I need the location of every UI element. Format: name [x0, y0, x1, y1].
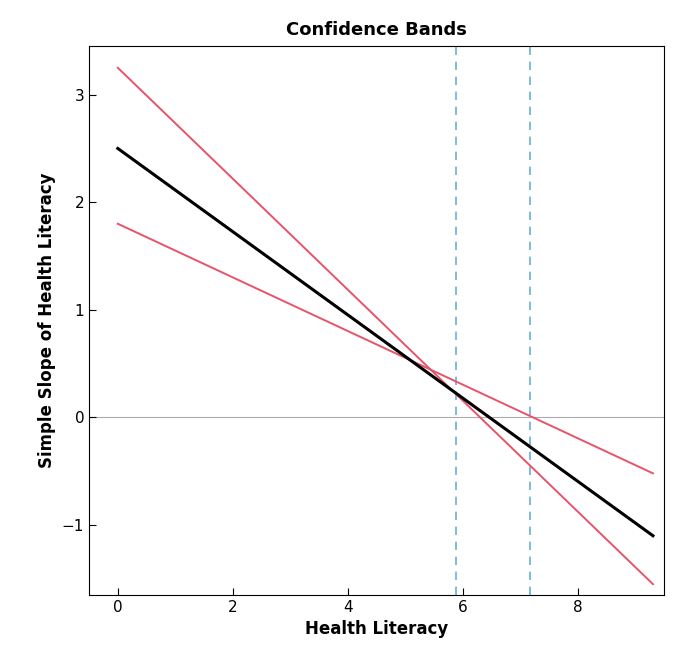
X-axis label: Health Literacy: Health Literacy [305, 620, 449, 639]
Title: Confidence Bands: Confidence Bands [286, 21, 467, 39]
Y-axis label: Simple Slope of Health Literacy: Simple Slope of Health Literacy [38, 173, 56, 469]
